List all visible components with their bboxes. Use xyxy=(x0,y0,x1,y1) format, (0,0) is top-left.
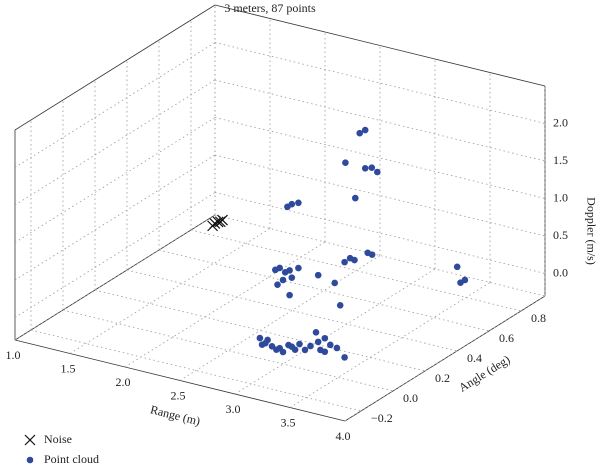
grid-line xyxy=(126,269,458,352)
y-tick-label: 0.0 xyxy=(403,391,418,405)
point xyxy=(264,336,271,344)
point xyxy=(288,200,296,208)
point xyxy=(331,279,339,287)
point xyxy=(368,251,376,258)
point xyxy=(356,129,364,137)
grid-line xyxy=(158,249,490,332)
point xyxy=(279,276,287,284)
box-edge xyxy=(214,4,546,87)
x-tick-label: 1.0 xyxy=(6,348,21,362)
point xyxy=(341,258,348,266)
grid-line xyxy=(62,309,394,392)
point xyxy=(26,456,34,464)
x-tick-label: 2.5 xyxy=(171,388,186,402)
point xyxy=(314,338,322,346)
grid-line xyxy=(14,42,216,168)
point xyxy=(352,194,359,202)
x-tick-label: 3.0 xyxy=(226,402,241,416)
legend-label: Point cloud xyxy=(44,452,99,466)
marker-stroke xyxy=(217,214,228,226)
point xyxy=(286,291,293,299)
point xyxy=(368,164,376,171)
z-tick-label: 0.5 xyxy=(553,228,568,242)
x-tick-label: 2.0 xyxy=(116,375,131,389)
x-axis-label: Range (m) xyxy=(149,402,202,428)
grid-line xyxy=(14,79,216,206)
point xyxy=(288,343,296,350)
y-tick-label: 0.4 xyxy=(467,351,482,365)
point xyxy=(273,346,280,353)
z-tick-label: 2.0 xyxy=(553,115,568,129)
y-tick-label: 0.8 xyxy=(531,311,546,325)
point xyxy=(258,341,266,348)
grid-line xyxy=(289,282,491,408)
point xyxy=(312,329,320,336)
noise-marker xyxy=(24,434,36,446)
grid-line xyxy=(14,154,216,281)
grid-line xyxy=(234,268,436,395)
z-axis-label: Doppler (m/s) xyxy=(584,197,598,265)
z-tick-label: 0.0 xyxy=(553,265,568,279)
grid-line xyxy=(94,289,426,372)
y-axis-label: Angle (deg) xyxy=(456,352,512,394)
point xyxy=(274,281,281,288)
y-tick-label: −0.2 xyxy=(371,411,393,425)
grid-line xyxy=(14,117,216,243)
point xyxy=(453,263,461,271)
point xyxy=(286,267,293,274)
y-tick-label: 0.2 xyxy=(435,371,450,385)
x-tick-label: 3.5 xyxy=(281,415,296,429)
grid-line xyxy=(69,228,271,354)
point xyxy=(361,126,369,134)
point xyxy=(342,159,349,166)
point xyxy=(295,199,302,207)
point xyxy=(461,276,469,284)
marker-stroke xyxy=(24,434,36,446)
grid-line xyxy=(344,295,546,422)
point xyxy=(296,340,303,348)
point xyxy=(295,264,302,272)
point xyxy=(361,164,369,172)
grid-line xyxy=(124,241,326,368)
x-tick-label: 1.5 xyxy=(61,361,76,375)
point xyxy=(288,274,296,281)
grid-line xyxy=(179,255,381,381)
point xyxy=(336,301,344,309)
z-tick-label: 1.0 xyxy=(553,190,568,204)
point xyxy=(321,334,329,342)
point xyxy=(256,334,264,342)
grid-line xyxy=(14,214,216,341)
z-tick-label: 1.5 xyxy=(553,153,568,167)
point xyxy=(314,271,322,279)
legend-label: Noise xyxy=(44,432,72,446)
box-edge xyxy=(14,4,216,131)
point xyxy=(301,346,309,354)
point xyxy=(351,256,358,264)
point xyxy=(279,348,287,356)
y-tick-label: 0.6 xyxy=(499,331,514,345)
point xyxy=(307,342,314,350)
point xyxy=(321,348,329,356)
chart-title: 3 meters, 87 points xyxy=(224,1,316,15)
point xyxy=(333,344,341,352)
point xyxy=(276,264,284,272)
point xyxy=(374,168,381,176)
point xyxy=(341,354,348,361)
grid-line xyxy=(14,192,216,318)
x-tick-label: 4.0 xyxy=(336,429,351,443)
noise-marker xyxy=(217,214,228,226)
point xyxy=(327,341,334,349)
grid-line xyxy=(214,117,546,199)
